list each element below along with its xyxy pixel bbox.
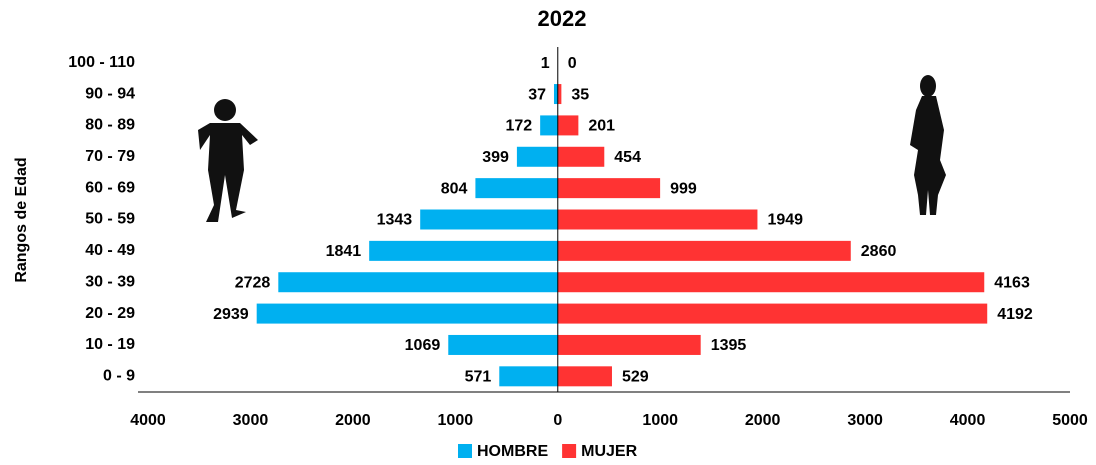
value-label: 201 (588, 118, 615, 135)
value-label: 37 (528, 86, 546, 103)
value-label: 35 (571, 86, 589, 103)
value-label: 399 (482, 149, 509, 166)
value-label: 804 (441, 180, 468, 197)
bar (558, 366, 612, 386)
bar (517, 147, 558, 167)
value-label: 4192 (997, 306, 1033, 323)
x-tick-label: 3000 (847, 412, 883, 429)
value-label: 4163 (994, 274, 1030, 291)
y-tick-label: 60 - 69 (85, 179, 135, 196)
y-tick-label: 70 - 79 (85, 148, 135, 165)
value-label: 1343 (377, 212, 413, 229)
value-label: 1949 (767, 212, 803, 229)
x-tick-label: 4000 (950, 412, 986, 429)
y-axis-title: Rangos de Edad (13, 157, 30, 282)
chart-title: 2022 (538, 6, 587, 31)
x-tick-label: 3000 (233, 412, 269, 429)
value-label: 172 (505, 118, 532, 135)
value-label: 529 (622, 369, 649, 386)
bar (558, 241, 851, 261)
bar (420, 210, 558, 230)
value-label: 454 (614, 149, 641, 166)
y-tick-label: 90 - 94 (85, 85, 135, 102)
bar (558, 178, 660, 198)
y-tick-label: 80 - 89 (85, 117, 135, 134)
x-tick-label: 5000 (1052, 412, 1088, 429)
bar (558, 84, 562, 104)
legend-swatch (458, 444, 472, 458)
value-label: 571 (465, 369, 492, 386)
value-label: 1841 (326, 243, 362, 260)
bar (558, 147, 605, 167)
bar (499, 366, 557, 386)
bar (554, 84, 558, 104)
bar (558, 304, 987, 324)
legend-swatch (562, 444, 576, 458)
bar (278, 272, 557, 292)
bar (369, 241, 558, 261)
value-label: 999 (670, 180, 697, 197)
x-tick-label: 1000 (642, 412, 678, 429)
y-tick-label: 20 - 29 (85, 305, 135, 322)
y-tick-label: 50 - 59 (85, 211, 135, 228)
value-label: 1 (541, 55, 550, 72)
man-silhouette (198, 99, 258, 222)
x-tick-label: 2000 (335, 412, 371, 429)
y-tick-label: 30 - 39 (85, 273, 135, 290)
bar (257, 304, 558, 324)
y-tick-label: 40 - 49 (85, 242, 135, 259)
y-tick-label: 0 - 9 (103, 368, 135, 385)
y-tick-label: 10 - 19 (85, 336, 135, 353)
bar (558, 115, 579, 135)
chart: 2022 Rangos de Edad 40003000200010000100… (0, 0, 1096, 465)
value-label: 1395 (711, 337, 747, 354)
x-tick-label: 0 (553, 412, 562, 429)
value-label: 1069 (405, 337, 441, 354)
bar (540, 115, 558, 135)
legend-label: MUJER (581, 443, 637, 460)
value-label: 2860 (861, 243, 897, 260)
bar (475, 178, 557, 198)
value-label: 0 (568, 55, 577, 72)
x-tick-label: 2000 (745, 412, 781, 429)
bar (558, 272, 984, 292)
bar (558, 210, 758, 230)
x-tick-label: 1000 (438, 412, 474, 429)
legend-label: HOMBRE (477, 443, 548, 460)
woman-silhouette (910, 75, 946, 215)
x-tick-label: 4000 (130, 412, 166, 429)
value-label: 2939 (213, 306, 249, 323)
bar (558, 335, 701, 355)
y-tick-label: 100 - 110 (68, 54, 135, 71)
bar (448, 335, 558, 355)
value-label: 2728 (235, 274, 271, 291)
